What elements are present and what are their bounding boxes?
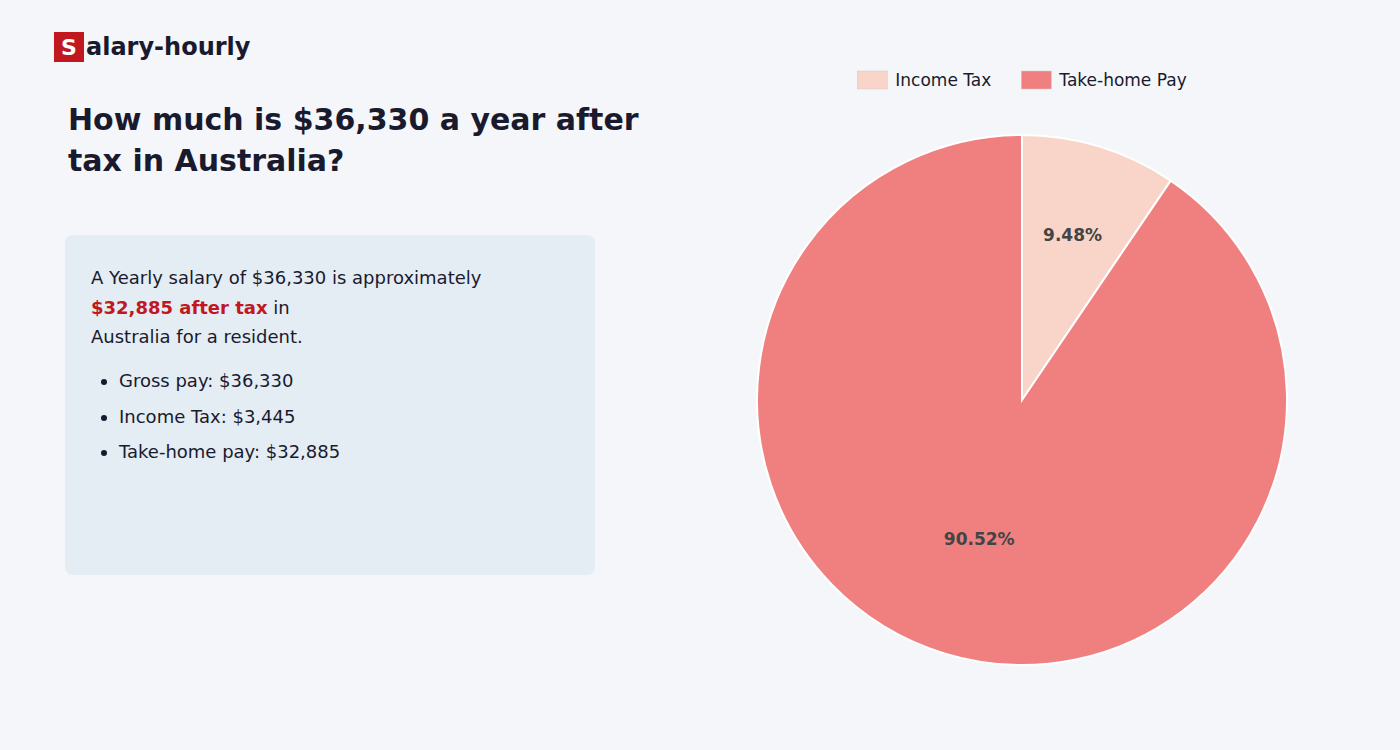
bullet-item: Income Tax: $3,445	[119, 402, 569, 432]
info-box: A Yearly salary of $36,330 is approximat…	[65, 235, 595, 575]
summary-highlight: $32,885 after tax	[91, 297, 268, 318]
slices	[757, 135, 1287, 665]
legend-label: Income Tax	[895, 70, 991, 90]
legend: Income Tax Take-home Pay	[857, 70, 1186, 90]
summary-text: in	[268, 297, 290, 318]
logo-box: S	[54, 32, 84, 62]
bullet-list: Gross pay: $36,330 Income Tax: $3,445 Take…	[91, 366, 569, 467]
pie-slice	[757, 135, 1287, 665]
logo: S alary-hourly	[54, 32, 250, 62]
bullet-item: Take-home pay: $32,885	[119, 437, 569, 467]
summary-text: A Yearly salary of $36,330 is approximat…	[91, 267, 487, 288]
data-label: 9.48%	[1043, 225, 1102, 245]
legend-swatch	[857, 71, 887, 89]
bullet-item: Gross pay: $36,330	[119, 366, 569, 396]
legend-label: Take-home Pay	[1058, 70, 1186, 90]
summary-text: Australia for a resident.	[91, 326, 303, 347]
logo-text: alary-hourly	[86, 33, 250, 61]
legend-swatch	[1021, 71, 1051, 89]
title: How much is $36,330 a year after tax in …	[68, 100, 668, 181]
legend-item: Income Tax	[857, 70, 991, 90]
data-label: 90.52%	[944, 529, 1015, 549]
pie-chart: 9.48% 90.52% Income Tax Take-home Pay	[700, 0, 1380, 750]
data-labels: 9.48% 90.52%	[944, 225, 1102, 549]
legend-item: Take-home Pay	[1021, 70, 1186, 90]
summary: A Yearly salary of $36,330 is approximat…	[91, 263, 569, 352]
